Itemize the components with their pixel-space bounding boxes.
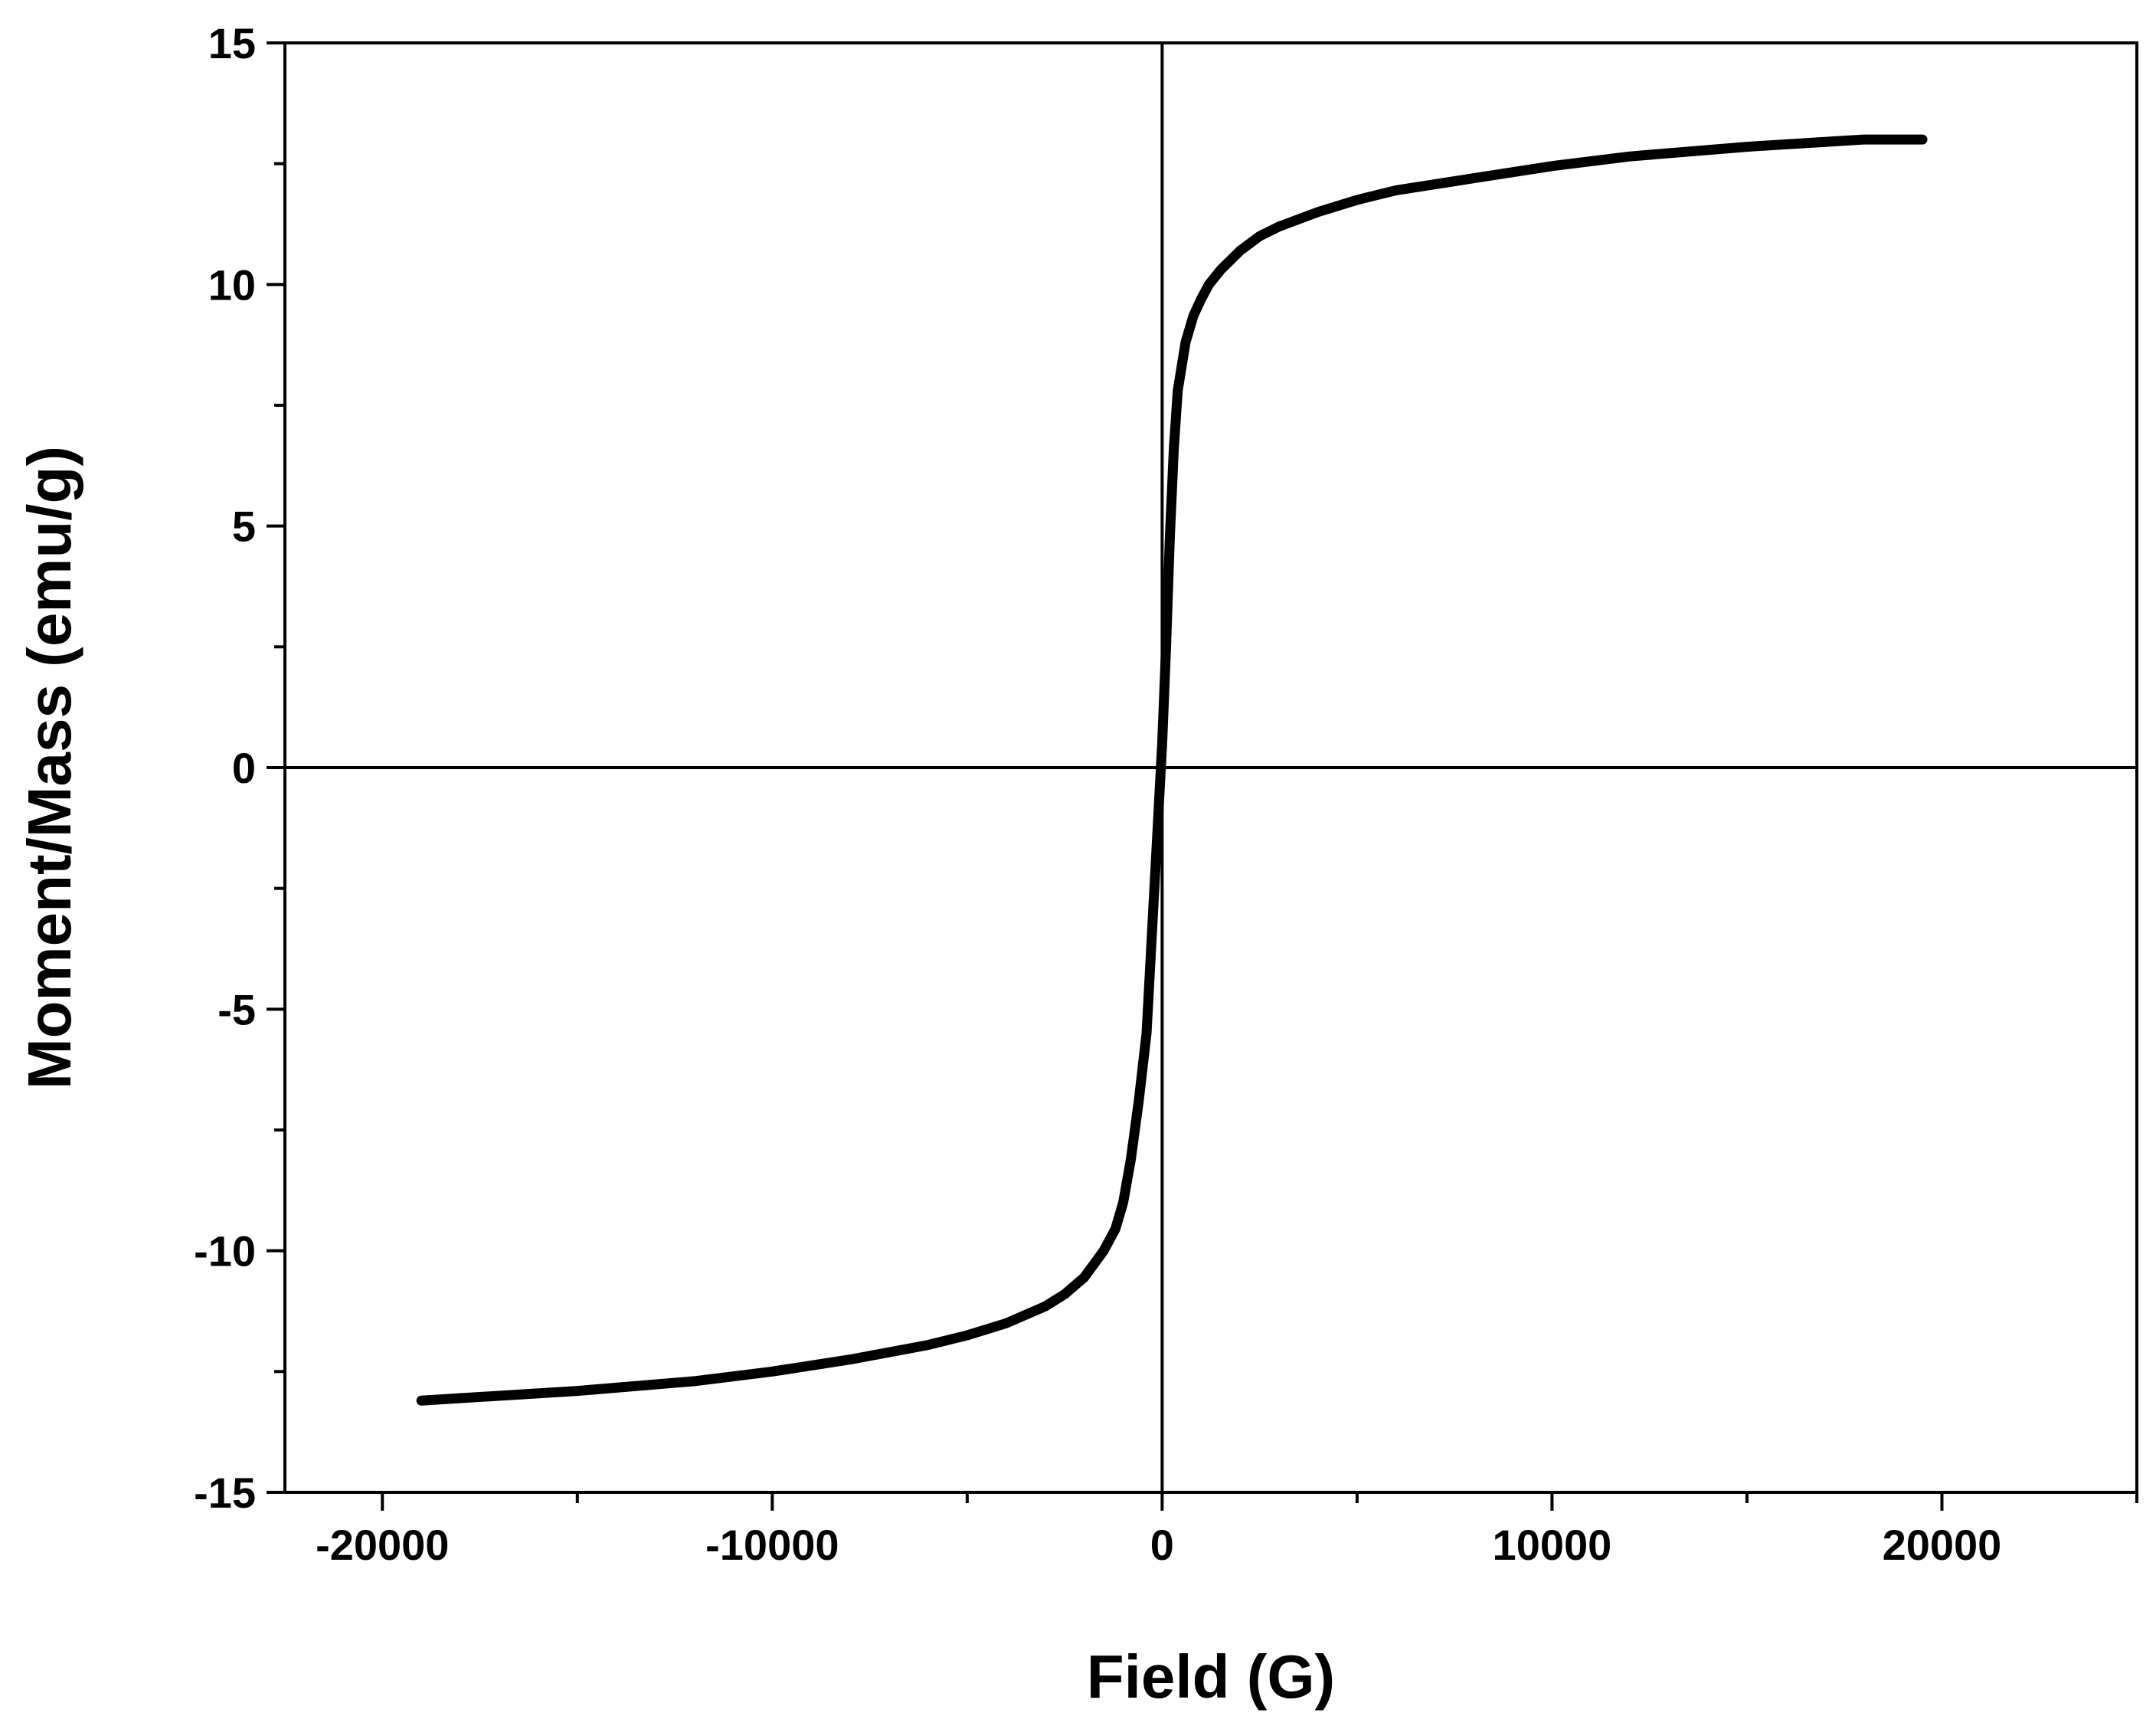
- y-tick-label: -5: [218, 985, 256, 1033]
- y-axis-title: Moment/Mass (emu/g): [15, 446, 83, 1089]
- y-tick-label: -10: [194, 1227, 256, 1276]
- y-tick-label: 15: [208, 19, 256, 67]
- tick-labels: -20000 -10000 0 10000 20000 -15 -10 -5 0 5 10 15: [194, 19, 2001, 1569]
- plot-series: [416, 134, 1928, 1406]
- x-tick-label: 0: [1150, 1521, 1174, 1569]
- axes: [267, 41, 2138, 1511]
- x-tick-label: 20000: [1883, 1521, 2002, 1569]
- x-tick-label: -10000: [705, 1521, 839, 1569]
- x-tick-label: -20000: [316, 1521, 449, 1569]
- y-tick-label: 0: [232, 744, 256, 792]
- x-tick-label: 10000: [1493, 1521, 1612, 1569]
- x-axis-title: Field (G): [1087, 1642, 1335, 1711]
- y-tick-label: 5: [232, 503, 256, 551]
- y-tick-label: -15: [194, 1469, 256, 1517]
- series-line-0: [416, 134, 1928, 1406]
- y-tick-label: 10: [208, 260, 256, 309]
